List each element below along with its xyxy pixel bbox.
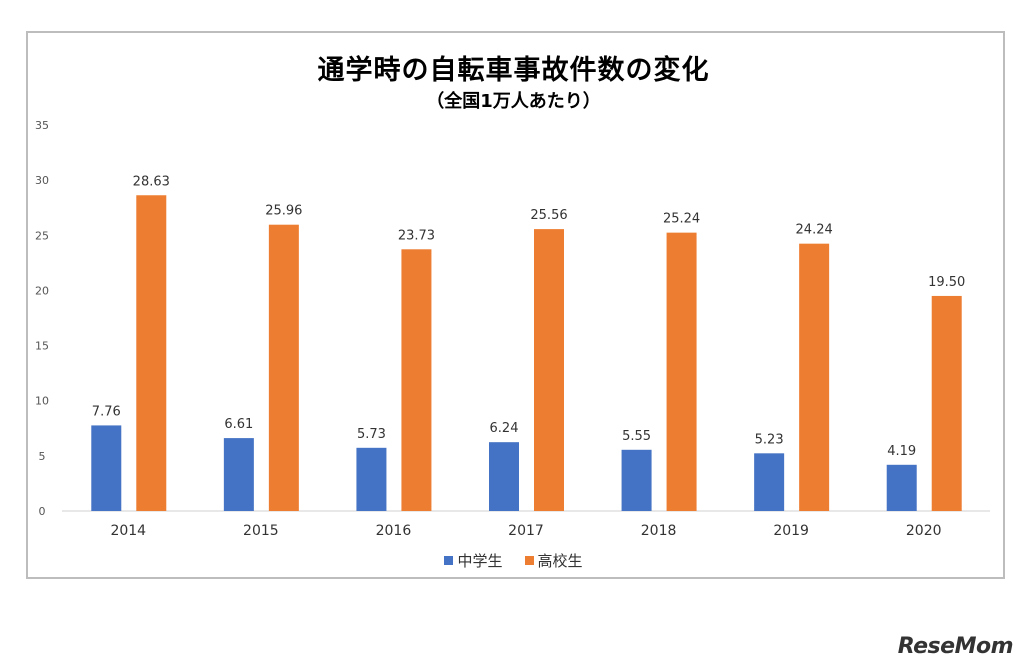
data-label-high-school: 25.96 bbox=[265, 204, 302, 219]
bar-high-school bbox=[931, 295, 962, 511]
bar-junior-high bbox=[223, 438, 254, 511]
x-tick-label: 2020 bbox=[906, 523, 942, 539]
chart-subtitle: （全国1万人あたり） bbox=[426, 91, 601, 112]
y-tick-label: 30 bbox=[35, 174, 49, 187]
x-tick-label: 2014 bbox=[110, 523, 146, 539]
y-tick-label: 25 bbox=[35, 229, 49, 242]
data-label-junior-high: 5.23 bbox=[755, 432, 784, 447]
y-tick-label: 0 bbox=[39, 505, 46, 518]
bar-high-school bbox=[666, 232, 697, 511]
legend-label-junior-high: 中学生 bbox=[457, 552, 503, 570]
resemom-logo: ReseMom bbox=[897, 634, 1014, 659]
legend-item-high-school: 高校生 bbox=[524, 550, 583, 571]
bar-junior-high bbox=[754, 453, 785, 511]
legend-swatch-high-school bbox=[524, 556, 534, 565]
data-label-high-school: 28.63 bbox=[133, 174, 170, 189]
y-tick-label: 35 bbox=[35, 119, 49, 132]
data-label-high-school: 24.24 bbox=[796, 223, 833, 238]
data-label-junior-high: 5.55 bbox=[622, 429, 651, 444]
x-tick-label: 2016 bbox=[376, 523, 412, 539]
bar-junior-high bbox=[886, 464, 917, 511]
data-label-junior-high: 4.19 bbox=[887, 444, 916, 459]
data-label-junior-high: 6.61 bbox=[224, 417, 253, 432]
y-tick-label: 15 bbox=[35, 340, 49, 353]
bar-junior-high bbox=[621, 449, 652, 511]
bar-high-school bbox=[136, 195, 167, 511]
legend-swatch-junior-high bbox=[444, 556, 454, 565]
data-label-high-school: 25.56 bbox=[530, 208, 567, 223]
bar-high-school bbox=[268, 224, 299, 511]
bar-junior-high bbox=[489, 442, 519, 511]
y-tick-label: 20 bbox=[35, 284, 49, 297]
legend-label-high-school: 高校生 bbox=[537, 552, 583, 570]
x-tick-label: 2019 bbox=[773, 523, 809, 539]
data-label-high-school: 25.24 bbox=[663, 212, 700, 227]
legend: 中学生 高校生 bbox=[0, 550, 1027, 571]
y-tick-label: 10 bbox=[35, 395, 49, 408]
data-label-junior-high: 5.73 bbox=[357, 427, 386, 442]
y-tick-label: 5 bbox=[39, 450, 46, 463]
bar-junior-high bbox=[91, 425, 122, 511]
x-tick-label: 2015 bbox=[243, 523, 279, 539]
bar-high-school bbox=[799, 243, 830, 512]
bar-junior-high bbox=[356, 447, 387, 511]
legend-item-junior-high: 中学生 bbox=[444, 550, 503, 571]
x-tick-label: 2017 bbox=[508, 523, 544, 539]
data-label-high-school: 23.73 bbox=[398, 228, 435, 243]
data-label-high-school: 19.50 bbox=[928, 275, 965, 290]
bar-high-school bbox=[534, 229, 564, 511]
data-label-junior-high: 7.76 bbox=[92, 404, 121, 419]
x-tick-label: 2018 bbox=[641, 523, 677, 539]
data-label-junior-high: 6.24 bbox=[490, 421, 519, 436]
chart-title: 通学時の自転車事故件数の変化 bbox=[317, 55, 710, 86]
bar-high-school bbox=[401, 249, 432, 512]
